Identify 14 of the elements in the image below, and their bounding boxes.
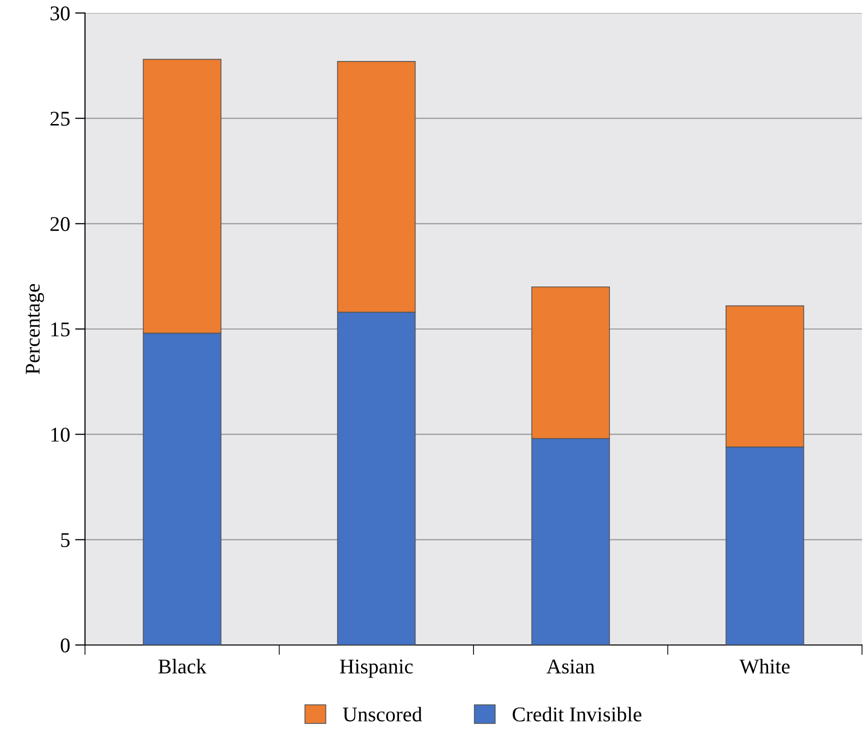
x-tick-label: Black [158, 658, 206, 674]
y-axis-title: Percentage [26, 284, 44, 374]
y-tick-label: 5 [61, 533, 70, 548]
y-tick-label: 15 [51, 322, 70, 336]
x-tick-label: Asian [546, 660, 595, 674]
y-tick-label: 30 [50, 6, 70, 20]
y-tick-label: 25 [50, 112, 70, 126]
x-tick-label: Hispanic [340, 660, 413, 678]
legend-label: Unscored [342, 706, 422, 722]
legend-label: Credit Invisible [512, 706, 642, 722]
y-tick-label: 10 [51, 428, 70, 442]
y-tick-label: 0 [60, 638, 70, 652]
y-tick-label: 20 [50, 217, 70, 232]
x-tick-label: White [739, 658, 790, 674]
